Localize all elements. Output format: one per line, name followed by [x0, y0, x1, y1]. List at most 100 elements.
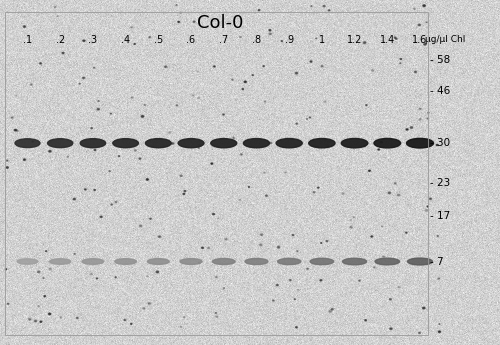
Circle shape	[156, 271, 158, 273]
Circle shape	[374, 267, 375, 268]
Circle shape	[49, 268, 51, 270]
Circle shape	[54, 7, 56, 8]
Circle shape	[331, 308, 333, 310]
Circle shape	[50, 141, 51, 142]
Ellipse shape	[48, 139, 73, 148]
Text: .7: .7	[219, 35, 228, 45]
Text: 1.6: 1.6	[412, 35, 428, 45]
Text: - 7: - 7	[430, 257, 444, 266]
Text: 1.4: 1.4	[380, 35, 395, 45]
Circle shape	[28, 318, 31, 320]
Circle shape	[130, 27, 133, 28]
Circle shape	[180, 175, 182, 177]
Circle shape	[418, 24, 420, 26]
Circle shape	[272, 300, 274, 301]
Circle shape	[60, 317, 62, 318]
Circle shape	[124, 319, 126, 321]
Circle shape	[40, 63, 42, 64]
Circle shape	[8, 303, 9, 304]
Circle shape	[38, 271, 40, 273]
Circle shape	[239, 199, 240, 200]
Ellipse shape	[406, 138, 434, 148]
Circle shape	[350, 226, 352, 228]
Text: - 23: - 23	[430, 178, 450, 188]
Circle shape	[422, 307, 425, 309]
Circle shape	[6, 167, 8, 168]
Circle shape	[232, 137, 234, 138]
Circle shape	[398, 286, 400, 288]
Circle shape	[427, 206, 428, 207]
Circle shape	[258, 10, 260, 11]
Text: - 30: - 30	[430, 138, 450, 148]
Circle shape	[394, 37, 396, 38]
Text: 1.2: 1.2	[347, 35, 362, 45]
Circle shape	[296, 72, 298, 74]
Text: 1: 1	[319, 35, 325, 45]
Circle shape	[149, 37, 150, 38]
Circle shape	[353, 217, 354, 218]
Text: .5: .5	[154, 35, 163, 45]
Circle shape	[14, 129, 16, 131]
Circle shape	[214, 66, 215, 67]
Circle shape	[180, 12, 182, 13]
Circle shape	[144, 105, 146, 106]
Circle shape	[414, 71, 416, 72]
Circle shape	[426, 22, 428, 23]
Circle shape	[388, 192, 390, 194]
Circle shape	[17, 130, 18, 131]
Circle shape	[406, 129, 408, 130]
Circle shape	[438, 278, 440, 279]
Text: .3: .3	[88, 35, 98, 45]
Circle shape	[111, 204, 112, 205]
Ellipse shape	[375, 258, 400, 265]
Circle shape	[414, 8, 415, 9]
Circle shape	[147, 276, 148, 277]
Ellipse shape	[178, 139, 204, 148]
Circle shape	[290, 280, 291, 281]
Text: .4: .4	[121, 35, 130, 45]
Circle shape	[96, 278, 98, 279]
Circle shape	[276, 284, 278, 286]
Text: .9: .9	[284, 35, 294, 45]
Circle shape	[226, 239, 227, 240]
Circle shape	[94, 189, 96, 190]
Circle shape	[394, 183, 396, 184]
Circle shape	[318, 187, 319, 188]
Circle shape	[380, 141, 382, 143]
Circle shape	[90, 273, 92, 275]
Text: - 17: - 17	[430, 211, 450, 220]
Circle shape	[202, 247, 203, 248]
Text: - 46: - 46	[430, 87, 450, 96]
Circle shape	[84, 189, 86, 190]
Circle shape	[310, 61, 312, 62]
Circle shape	[94, 149, 96, 150]
Circle shape	[178, 21, 180, 22]
Circle shape	[306, 268, 308, 269]
Text: Col-0: Col-0	[197, 14, 243, 32]
Circle shape	[79, 83, 80, 84]
Circle shape	[139, 158, 141, 159]
Circle shape	[44, 296, 46, 297]
Circle shape	[6, 160, 8, 161]
Circle shape	[240, 37, 242, 38]
Circle shape	[48, 313, 50, 315]
Circle shape	[390, 328, 392, 329]
Circle shape	[326, 240, 328, 241]
Circle shape	[208, 247, 210, 249]
Circle shape	[193, 21, 195, 22]
Circle shape	[398, 194, 400, 196]
Ellipse shape	[15, 139, 40, 148]
Circle shape	[419, 119, 422, 120]
Ellipse shape	[180, 259, 202, 264]
Circle shape	[49, 150, 51, 152]
Ellipse shape	[17, 259, 38, 264]
Circle shape	[212, 214, 214, 215]
Ellipse shape	[50, 259, 71, 264]
Circle shape	[242, 89, 244, 90]
Circle shape	[269, 33, 272, 35]
Circle shape	[382, 256, 384, 257]
Circle shape	[323, 6, 325, 7]
Ellipse shape	[310, 258, 334, 265]
Circle shape	[150, 218, 151, 219]
Circle shape	[270, 142, 272, 144]
